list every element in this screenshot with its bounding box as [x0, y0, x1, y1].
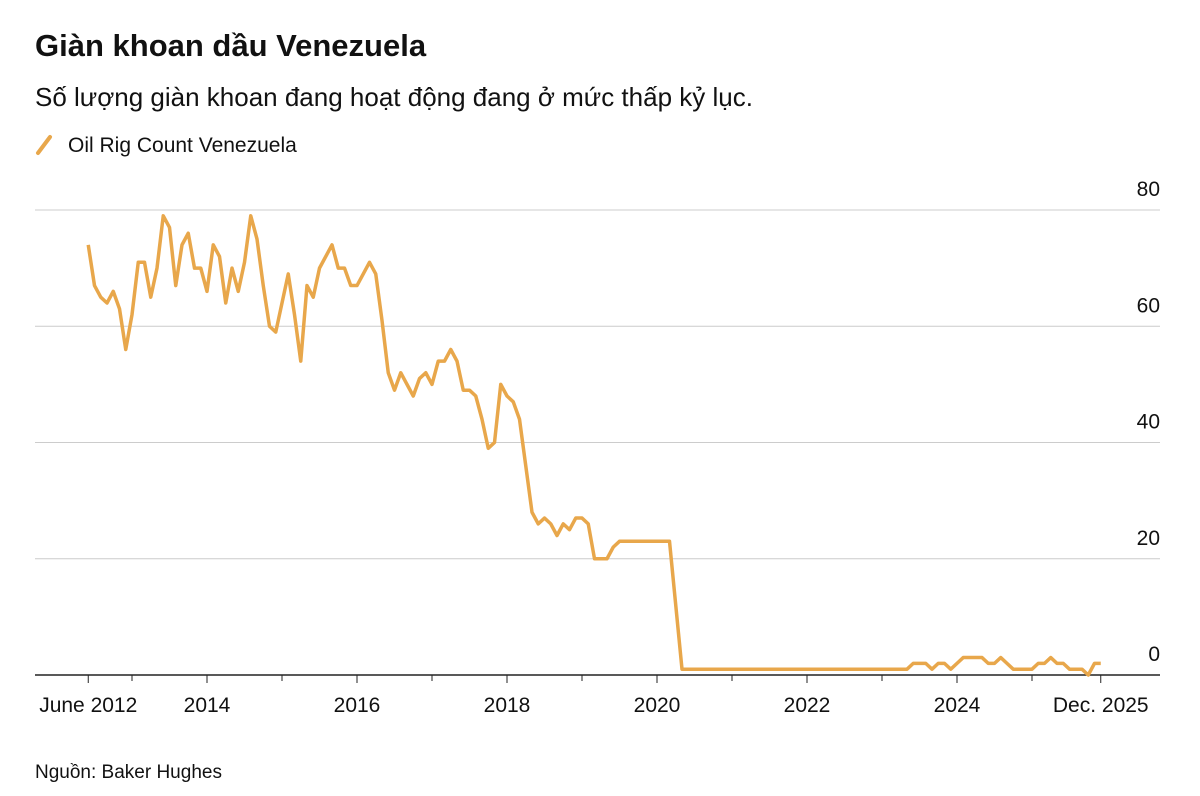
x-tick-label: 2014: [184, 694, 231, 717]
series-line: [86, 214, 1101, 677]
y-tick-label: 40: [1137, 411, 1160, 434]
x-tick-label: 2016: [334, 694, 381, 717]
y-tick-label: 20: [1137, 527, 1160, 550]
y-tick-label: 0: [1148, 643, 1160, 666]
legend-swatch: [36, 135, 52, 155]
x-tick-label: 2020: [634, 694, 681, 717]
source: Nguồn: Baker Hughes: [35, 762, 222, 783]
chart-subtitle: Số lượng giàn khoan đang hoạt động đang …: [35, 82, 753, 112]
legend-label: Oil Rig Count Venezuela: [68, 134, 297, 157]
x-tick-label: 2022: [784, 694, 831, 717]
x-tick-label: 2018: [484, 694, 531, 717]
x-tick-label: Dec. 2025: [1053, 694, 1149, 717]
y-tick-label: 80: [1137, 178, 1160, 201]
chart-title: Giàn khoan dầu Venezuela: [35, 28, 427, 63]
x-tick-label: 2024: [934, 694, 981, 717]
x-tick-label: June 2012: [39, 694, 137, 717]
y-tick-label: 60: [1137, 294, 1160, 317]
